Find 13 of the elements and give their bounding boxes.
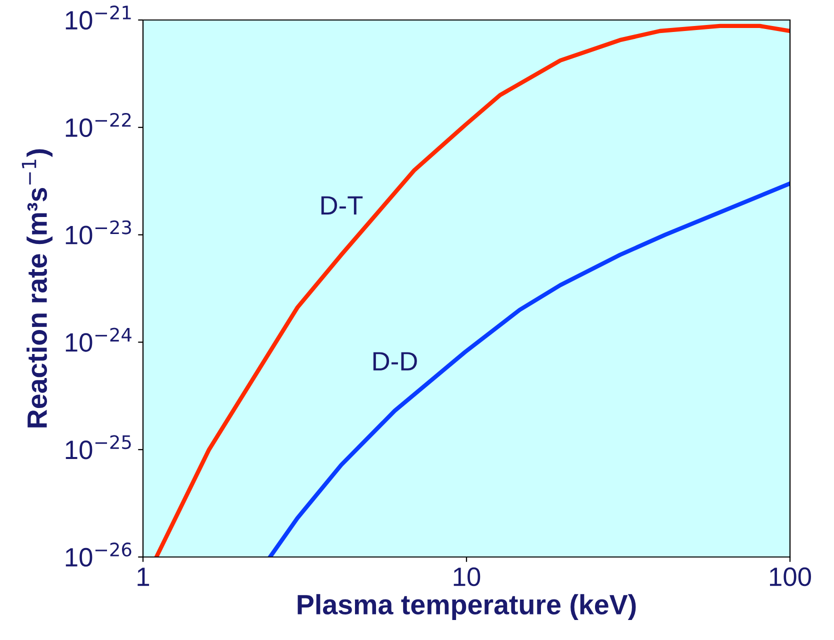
x-tick-label: 1 xyxy=(138,568,150,586)
x-tick-label: 10 xyxy=(454,567,480,586)
series-label: D-D xyxy=(373,352,417,370)
y-tick-label: 10$^{−21}$ xyxy=(66,6,131,30)
y-tick-label: 10$^{−26}$ xyxy=(66,542,132,567)
x-axis-title: Plasma temperature (keV) xyxy=(298,594,636,620)
y-tick-label: 10$^{−22}$ xyxy=(66,112,131,138)
series-label: D-T xyxy=(321,196,363,214)
y-axis-title: Reaction rate (m³s$^{−1}$) xyxy=(22,149,53,428)
x-tick-label: 100 xyxy=(770,567,811,586)
y-tick-label: 10$^{−25}$ xyxy=(66,435,131,460)
y-tick-label: 10$^{−24}$ xyxy=(66,328,132,352)
y-tick-label: 10$^{−23}$ xyxy=(66,220,131,244)
